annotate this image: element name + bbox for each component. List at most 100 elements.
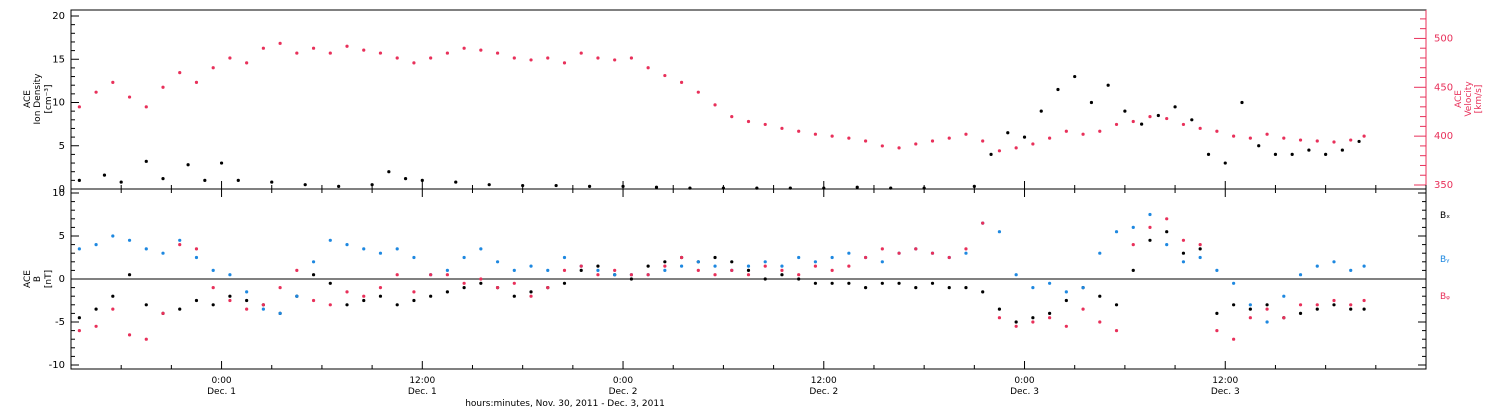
bottom-point-blue — [696, 260, 700, 264]
bottom-point-pink — [997, 316, 1002, 320]
bottom-point-blue — [746, 264, 751, 268]
bottom-point-black — [378, 294, 383, 298]
bottom-point-black — [1215, 311, 1219, 315]
bottom-point-black — [813, 281, 818, 285]
xtick-date-label: Dec. 2 — [809, 387, 838, 397]
top-point-pink — [1362, 134, 1366, 138]
bottom-point-blue — [1265, 320, 1269, 324]
top-point-pink — [596, 56, 600, 60]
bottom-point-blue — [546, 268, 550, 272]
bottom-point-pink — [1048, 316, 1052, 320]
bottom-point-pink — [1298, 303, 1303, 307]
top-point-black — [1039, 109, 1043, 113]
bottom-point-blue — [1165, 243, 1169, 247]
bottom-point-pink — [914, 247, 918, 251]
bottom-point-black — [780, 273, 784, 277]
top-ytick-right-label: 450 — [1434, 82, 1453, 93]
top-point-black — [1223, 161, 1227, 165]
xtick-time-label: 0:00 — [613, 376, 633, 386]
top-point-pink — [445, 51, 449, 55]
bottom-point-pink — [562, 268, 567, 272]
top-point-black — [1273, 152, 1278, 156]
bottom-point-pink — [495, 286, 500, 290]
bottom-point-black — [111, 294, 115, 298]
bottom-point-pink — [211, 286, 215, 290]
bottom-point-pink — [245, 307, 249, 311]
top-point-black — [1089, 100, 1094, 105]
bottom-point-blue — [1349, 268, 1353, 272]
top-point-black — [303, 183, 307, 187]
top-point-pink — [429, 56, 433, 60]
bottom-point-blue — [1198, 255, 1202, 260]
xtick-date-label: Dec. 3 — [1211, 387, 1240, 397]
bottom-point-black — [562, 281, 567, 285]
top-point-pink — [713, 103, 717, 107]
top-point-pink — [1081, 132, 1085, 136]
top-point-pink — [813, 132, 818, 136]
top-point-black — [119, 180, 123, 184]
top-point-pink — [1298, 138, 1303, 142]
bottom-point-blue — [1181, 260, 1186, 264]
bottom-point-pink — [1014, 324, 1018, 328]
top-point-pink — [529, 58, 533, 62]
bottom-point-pink — [1081, 307, 1085, 311]
bottom-point-black — [596, 264, 600, 268]
top-point-black — [1190, 118, 1194, 122]
top-point-black — [1022, 135, 1027, 139]
xtick-date-label: Dec. 1 — [408, 387, 437, 397]
top-point-pink — [663, 73, 667, 78]
bottom-point-blue — [512, 268, 516, 272]
bottom-point-black — [479, 281, 483, 285]
top-point-black — [487, 183, 491, 187]
bottom-point-black — [1198, 247, 1202, 251]
bottom-point-pink — [629, 273, 634, 277]
top-point-pink — [1098, 129, 1102, 133]
bottom-point-blue — [797, 255, 801, 260]
bottom-ytick-label: 0 — [59, 274, 65, 285]
top-point-pink — [345, 44, 349, 48]
bottom-point-blue — [328, 238, 332, 242]
top-point-pink — [228, 56, 232, 60]
bottom-point-blue — [1362, 264, 1366, 268]
bottom-point-pink — [111, 307, 115, 311]
bottom-point-blue — [1064, 290, 1068, 294]
bottom-point-pink — [897, 251, 901, 255]
bottom-point-black — [1362, 307, 1366, 311]
bottom-point-black — [1265, 303, 1269, 307]
bottom-point-pink — [746, 273, 751, 277]
bottom-point-blue — [1248, 303, 1252, 307]
top-point-pink — [1265, 132, 1269, 136]
bottom-point-pink — [278, 286, 282, 290]
top-point-pink — [178, 71, 182, 75]
xtick-date-label: Dec. 2 — [609, 387, 638, 397]
top-point-pink — [1198, 126, 1202, 130]
bottom-point-black — [445, 290, 449, 294]
bottom-point-blue — [596, 268, 600, 272]
top-point-black — [989, 152, 993, 156]
top-point-black — [161, 177, 165, 181]
x-axis-label: hours:minutes, Nov. 30, 2011 - Dec. 3, 2… — [465, 399, 665, 409]
bottom-point-pink — [529, 294, 533, 298]
bottom-point-black — [211, 303, 215, 307]
top-point-black — [1123, 109, 1127, 113]
bottom-point-blue — [1031, 286, 1035, 290]
top-point-pink — [278, 41, 282, 45]
bottom-point-black — [1131, 268, 1135, 272]
top-ytick-left-label: 20 — [52, 11, 65, 22]
bottom-point-blue — [412, 255, 416, 260]
top-point-pink — [512, 56, 516, 60]
top-point-black — [1307, 148, 1311, 152]
bottom-point-blue — [94, 243, 98, 247]
top-point-black — [403, 177, 408, 181]
bottom-point-blue — [1148, 212, 1152, 217]
top-point-pink — [261, 46, 265, 50]
top-point-pink — [797, 129, 801, 133]
bottom-point-pink — [1232, 337, 1236, 341]
bottom-point-black — [395, 303, 399, 307]
bottom-panel: -10 -5 0 5 10 ACE B [nT] Bₓ Bᵧ Bᵩ — [23, 188, 1450, 371]
xtick-time-label: 12:00 — [409, 376, 435, 386]
top-point-pink — [311, 46, 316, 50]
top-point-pink — [161, 85, 165, 89]
